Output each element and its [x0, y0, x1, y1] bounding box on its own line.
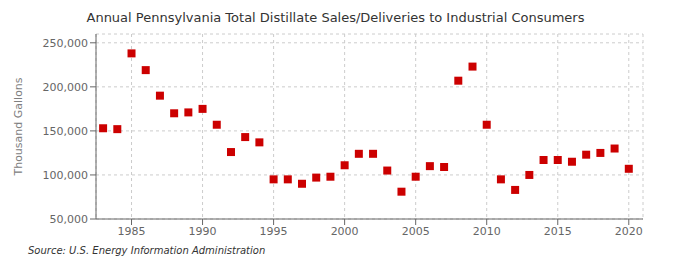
- svg-text:Thousand Gallons: Thousand Gallons: [12, 77, 25, 176]
- svg-text:2015: 2015: [544, 225, 572, 238]
- svg-text:1985: 1985: [118, 225, 146, 238]
- svg-text:200,000: 200,000: [43, 81, 89, 94]
- svg-text:250,000: 250,000: [43, 37, 89, 50]
- html-text:Annual Pennsylvania Total Dist: Annual Pennsylvania Total Distillate Sal…: [86, 10, 585, 25]
- html-text:Source: U.S. Energy Informatio: Source: U.S. Energy Information Administ…: [28, 245, 266, 256]
- svg-text:100,000: 100,000: [43, 169, 89, 182]
- svg-text:2000: 2000: [331, 225, 359, 238]
- svg-text:1995: 1995: [260, 225, 288, 238]
- svg-text:150,000: 150,000: [43, 125, 89, 138]
- svg-text:2005: 2005: [402, 225, 430, 238]
- svg-text:50,000: 50,000: [50, 213, 89, 226]
- svg-text:1990: 1990: [189, 225, 217, 238]
- svg-text:2020: 2020: [615, 225, 643, 238]
- svg-text:2010: 2010: [473, 225, 501, 238]
